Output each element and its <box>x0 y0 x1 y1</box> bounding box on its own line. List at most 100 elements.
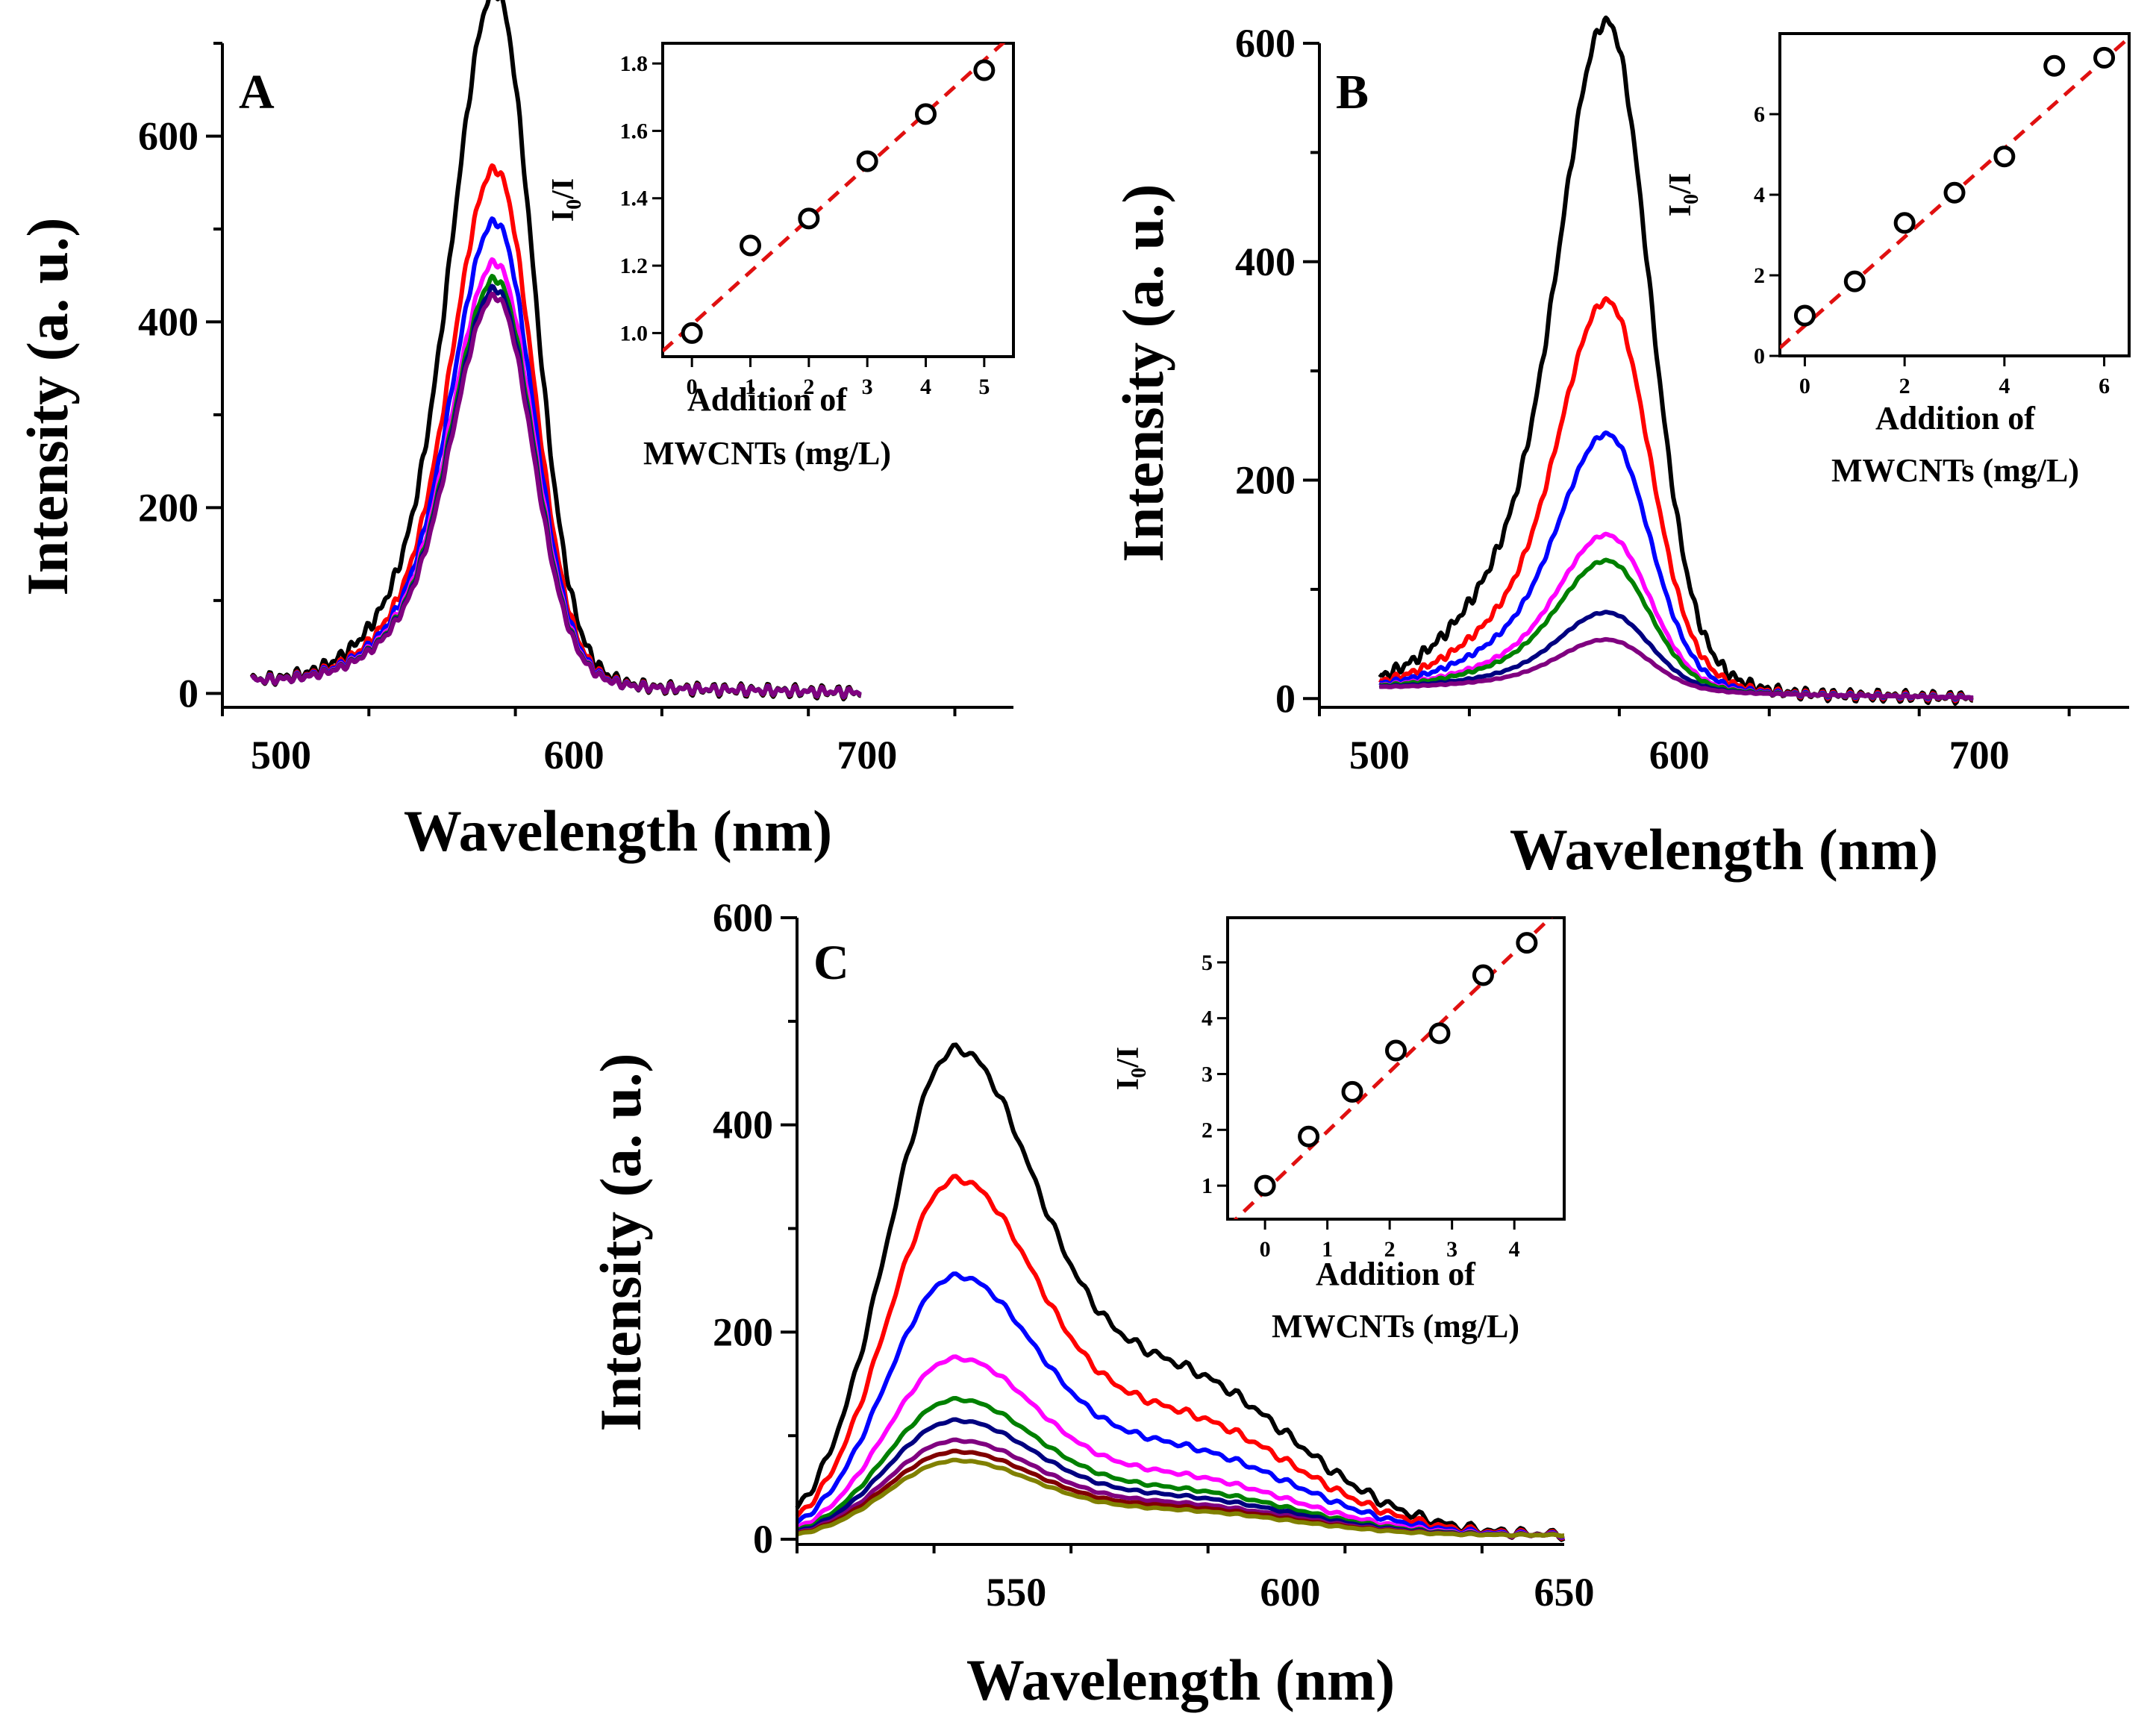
series-line-2 <box>1378 296 1974 704</box>
inset-x-tick-label: 0 <box>1799 374 1810 398</box>
x-axis-title: Wavelength (nm) <box>1510 817 1938 882</box>
inset-data-point <box>1341 1080 1363 1103</box>
inset-y-title-rest: /I <box>546 178 581 200</box>
inset-y-title-rest: /I <box>1111 1047 1146 1068</box>
inset-y-tick-label: 4 <box>1754 183 1765 207</box>
inset-data-point <box>1943 181 1966 204</box>
inset-x-title-line2: MWCNTs (mg/L) <box>643 435 891 472</box>
spectra-series-group <box>1378 15 1974 706</box>
inset-data-point <box>1516 932 1538 954</box>
inset-y-tick-label: 5 <box>1202 951 1213 975</box>
series-line-7 <box>250 291 862 698</box>
inset-x-tick-label: 2 <box>1899 374 1910 398</box>
inset-y-title-main: I <box>1111 1078 1146 1090</box>
inset-y-tick-label: 2 <box>1202 1118 1213 1142</box>
inset-y-title-rest: /I <box>1663 173 1698 195</box>
y-axis-title: Intensity (a. u.) <box>588 1053 653 1431</box>
y-axis-title: Intensity (a. u.) <box>15 217 80 595</box>
inset-y-tick-label: 3 <box>1202 1062 1213 1086</box>
inset-y-tick-label: 1.2 <box>620 254 649 278</box>
x-tick-label: 600 <box>1260 1570 1320 1615</box>
inset-y-tick-label: 4 <box>1202 1007 1213 1031</box>
inset-data-point <box>1793 304 1816 327</box>
inset-plot: 0 2 4 6 0 2 4 6 Addition of MWCNTs (mg/L) I0/I <box>1663 32 2131 489</box>
x-axis-title: Wavelength (nm) <box>966 1647 1395 1712</box>
x-tick-label: 700 <box>1949 733 2010 777</box>
spectra-series-group <box>795 1042 1566 1542</box>
inset-fit-line <box>663 43 1006 353</box>
inset-data-point <box>1993 145 2016 168</box>
y-tick-label: 600 <box>138 113 199 158</box>
series-line-4 <box>1378 531 1974 701</box>
inset-x-tick-label: 3 <box>1446 1237 1457 1262</box>
inset-x-tick-label: 1 <box>1322 1237 1333 1262</box>
inset-data-point <box>1472 964 1494 986</box>
inset-y-tick-label: 2 <box>1754 263 1765 288</box>
inset-data-point <box>1428 1022 1451 1045</box>
inset-x-title-line1: Addition of <box>1875 400 2036 436</box>
inset-y-title: I0/I <box>1111 1047 1151 1090</box>
inset-x-tick-label: 5 <box>978 375 990 399</box>
x-tick-label: 600 <box>1649 733 1710 777</box>
inset-plot: 0 1 2 3 4 1 2 3 4 5 Addition of MWCNTs (mg/L) I0/I <box>1111 916 1566 1344</box>
inset-y-title-sub: 0 <box>1680 194 1703 204</box>
inset-data-point <box>2093 46 2116 69</box>
inset-data-point <box>2043 54 2066 77</box>
panel-letter: C <box>813 936 849 990</box>
inset-fit-line <box>1233 918 1554 1219</box>
inset-plot: 0 1 2 3 4 5 1.0 1.2 1.4 1.6 1.8 Addition of MWCNTs (… <box>546 42 1015 472</box>
panel-letter: A <box>239 65 275 119</box>
inset-x-title-line1: Addition of <box>1316 1256 1476 1292</box>
inset-data-point <box>915 103 937 125</box>
series-line-1 <box>795 1042 1566 1542</box>
inset-x-tick-label: 2 <box>803 375 814 399</box>
inset-x-tick-label: 4 <box>1999 374 2010 398</box>
y-tick-label: 0 <box>753 1517 773 1562</box>
y-tick-label: 600 <box>1235 21 1296 66</box>
inset-data-point <box>1893 212 1916 234</box>
inset-y-title: I0/I <box>546 178 586 222</box>
inset-frame <box>1226 916 1566 1221</box>
inset-data-point <box>856 150 878 172</box>
y-tick-label: 200 <box>138 485 199 530</box>
inset-y-title: I0/I <box>1663 173 1703 216</box>
inset-x-tick-label: 4 <box>920 375 931 399</box>
inset-x-tick-label: 0 <box>687 375 698 399</box>
x-tick-label: 700 <box>837 733 897 777</box>
inset-data-point <box>1254 1174 1276 1197</box>
inset-y-title-sub: 0 <box>1128 1068 1151 1078</box>
inset-data-point <box>798 207 820 230</box>
inset-y-tick-label: 6 <box>1754 102 1765 127</box>
inset-x-tick-label: 2 <box>1384 1237 1396 1262</box>
inset-y-tick-label: 1.0 <box>620 321 649 345</box>
series-line-3 <box>795 1271 1565 1540</box>
inset-x-tick-label: 3 <box>862 375 873 399</box>
inset-y-tick-label: 1.8 <box>620 51 649 76</box>
inset-x-title-line2: MWCNTs (mg/L) <box>1272 1308 1519 1344</box>
inset-x-title-line2: MWCNTs (mg/L) <box>1831 452 2079 489</box>
x-tick-label: 500 <box>1349 733 1410 777</box>
inset-y-title-sub: 0 <box>563 199 586 210</box>
series-line-7 <box>1378 636 1974 701</box>
x-tick-label: 600 <box>544 733 604 777</box>
inset-data-point <box>740 234 761 257</box>
inset-frame <box>661 42 1015 358</box>
x-tick-label: 650 <box>1534 1570 1595 1615</box>
y-tick-label: 200 <box>1235 458 1296 503</box>
x-tick-label: 500 <box>251 733 311 777</box>
inset-x-tick-label: 6 <box>2099 374 2110 398</box>
spectra-series-group <box>249 0 862 701</box>
inset-data-point <box>1843 270 1866 292</box>
x-tick-label: 550 <box>986 1570 1046 1615</box>
inset-y-tick-label: 1.4 <box>620 187 649 211</box>
inset-x-tick-label: 4 <box>1509 1237 1520 1262</box>
inset-y-tick-label: 1 <box>1202 1174 1213 1198</box>
inset-y-tick-label: 1.6 <box>620 119 649 143</box>
inset-data-point <box>1385 1039 1407 1062</box>
y-tick-label: 400 <box>1235 240 1296 284</box>
inset-y-title-main: I <box>1663 204 1698 216</box>
series-line-9 <box>796 1457 1565 1538</box>
